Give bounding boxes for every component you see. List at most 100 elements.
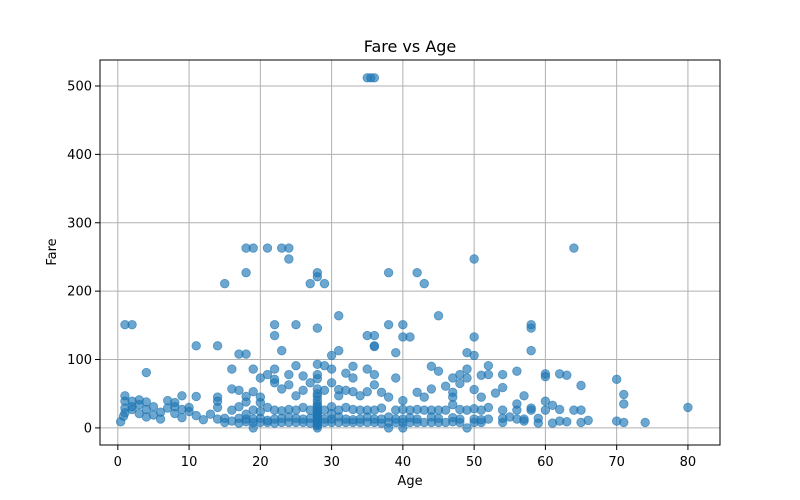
data-point xyxy=(234,402,244,412)
data-point xyxy=(305,378,315,388)
data-point xyxy=(376,403,387,413)
x-tick-label: 70 xyxy=(608,455,625,470)
data-point xyxy=(177,412,187,423)
data-point xyxy=(497,382,508,393)
y-tick-label: 400 xyxy=(67,148,92,163)
data-point xyxy=(519,391,529,401)
data-point xyxy=(569,243,579,253)
data-point xyxy=(462,373,472,383)
data-point xyxy=(398,423,408,433)
data-point xyxy=(326,378,337,388)
data-point xyxy=(369,341,380,352)
data-point xyxy=(433,311,444,321)
data-point xyxy=(426,361,437,372)
x-tick-label: 10 xyxy=(181,455,198,470)
data-point xyxy=(398,395,408,406)
data-point xyxy=(262,243,273,253)
data-point xyxy=(412,387,422,398)
data-point xyxy=(412,267,422,278)
data-point xyxy=(184,402,194,413)
data-point xyxy=(469,350,479,361)
data-point xyxy=(576,405,586,415)
y-tick-label: 0 xyxy=(84,421,92,436)
data-point xyxy=(611,374,622,385)
data-point xyxy=(562,417,572,427)
data-point xyxy=(284,254,294,264)
data-point xyxy=(376,387,387,398)
data-point xyxy=(483,360,494,371)
data-point xyxy=(326,350,337,361)
data-point xyxy=(334,345,344,356)
data-point xyxy=(148,402,159,412)
data-point xyxy=(248,364,258,374)
data-point xyxy=(576,380,586,391)
data-points xyxy=(115,73,693,433)
y-tick-label: 200 xyxy=(67,285,92,300)
data-point xyxy=(362,386,372,397)
data-point xyxy=(312,384,323,394)
data-point xyxy=(348,386,358,397)
data-point xyxy=(341,368,351,378)
data-point xyxy=(326,364,337,374)
data-point xyxy=(191,391,201,402)
data-point xyxy=(191,410,201,421)
data-point xyxy=(334,391,344,401)
data-point xyxy=(526,403,536,413)
data-point xyxy=(462,423,472,433)
data-point xyxy=(512,366,522,376)
data-point xyxy=(490,388,501,398)
data-point xyxy=(619,389,629,400)
data-point xyxy=(191,341,201,351)
y-axis-ticks: 0 100 200 300 400 500 xyxy=(67,79,100,436)
data-point xyxy=(366,73,376,83)
data-point xyxy=(469,384,479,395)
data-point xyxy=(312,272,323,282)
x-axis-label: Age xyxy=(397,474,422,489)
data-point xyxy=(497,369,508,380)
data-point xyxy=(284,380,294,390)
data-point xyxy=(462,364,472,374)
data-point xyxy=(547,400,558,411)
data-point xyxy=(369,380,380,390)
data-point xyxy=(134,399,144,410)
data-point xyxy=(448,399,458,410)
data-point xyxy=(440,381,451,391)
data-point xyxy=(348,361,358,372)
data-point xyxy=(205,409,216,419)
data-point xyxy=(248,386,258,397)
data-point xyxy=(291,391,301,401)
data-point xyxy=(127,404,137,415)
data-point xyxy=(540,396,551,406)
data-point xyxy=(291,360,301,371)
data-point xyxy=(212,341,223,351)
data-point xyxy=(526,345,536,356)
data-point xyxy=(476,392,486,402)
data-point xyxy=(212,402,223,413)
data-point xyxy=(455,414,465,424)
data-point xyxy=(440,405,451,415)
data-point xyxy=(155,414,166,424)
data-point xyxy=(305,278,315,289)
data-point xyxy=(298,385,308,395)
data-point xyxy=(312,373,323,384)
x-tick-label: 80 xyxy=(680,455,697,470)
data-point xyxy=(369,369,380,380)
data-point xyxy=(298,371,308,381)
data-point xyxy=(398,319,408,330)
data-point xyxy=(383,423,394,433)
data-point xyxy=(255,406,266,417)
data-point xyxy=(419,278,429,289)
data-point xyxy=(355,391,365,401)
data-point xyxy=(526,323,536,333)
data-point xyxy=(619,399,629,409)
y-tick-label: 100 xyxy=(67,353,92,368)
data-point xyxy=(483,402,494,413)
data-point xyxy=(455,378,465,389)
x-tick-label: 0 xyxy=(114,455,122,470)
data-point xyxy=(383,319,394,330)
data-point xyxy=(619,417,629,428)
data-point xyxy=(269,378,280,388)
data-point xyxy=(248,423,258,433)
data-point xyxy=(127,319,137,330)
